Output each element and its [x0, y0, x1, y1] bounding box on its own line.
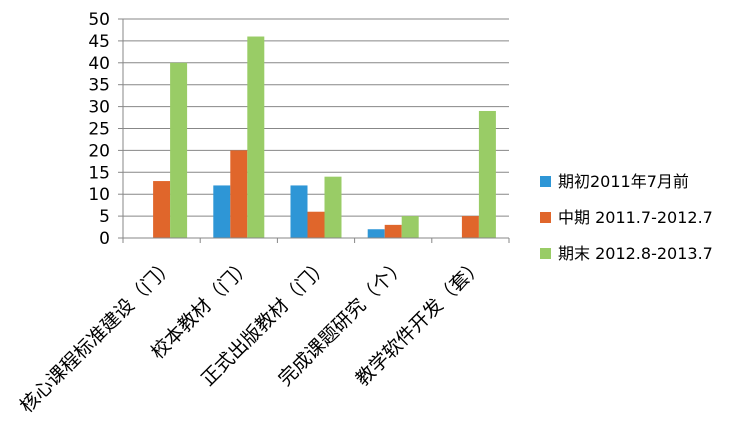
bars	[153, 36, 496, 238]
legend-label: 中期 2011.7-2012.7	[558, 208, 713, 227]
bar-series-1-category-4	[367, 229, 385, 238]
category-label: 核心课程标准建设（门）	[16, 254, 179, 417]
gridlines	[123, 18, 509, 217]
y-tick-label: 0	[99, 229, 110, 249]
y-tick-label: 40	[88, 54, 110, 74]
bar-series-1-category-3	[290, 185, 308, 238]
legend-swatch	[540, 212, 551, 223]
bar-series-3-category-1	[170, 62, 188, 238]
bar-series-3-category-4	[401, 216, 419, 238]
x-axis-categories: 核心课程标准建设（门）校本教材（门）正式出版教材（门）完成课题研究（个）教学软件…	[16, 254, 488, 417]
y-tick-label: 45	[88, 32, 110, 52]
bar-series-1-category-2	[213, 185, 231, 238]
y-tick-label: 15	[88, 163, 110, 183]
category-label: 完成课题研究（个）	[274, 254, 410, 390]
bar-series-3-category-3	[324, 176, 342, 238]
bar-series-2-category-5	[461, 216, 479, 238]
bar-series-2-category-1	[153, 181, 171, 238]
bar-series-2-category-4	[384, 224, 402, 238]
axes	[122, 19, 510, 243]
category-label: 正式出版教材（门）	[197, 254, 333, 390]
bar-series-3-category-5	[478, 110, 496, 238]
y-tick-label: 25	[88, 120, 110, 140]
y-tick-label: 20	[88, 141, 110, 161]
y-tick-label: 35	[88, 76, 110, 96]
legend-label: 期初2011年7月前	[558, 172, 689, 191]
legend-swatch	[540, 248, 551, 259]
bar-series-2-category-2	[230, 150, 248, 238]
bar-series-2-category-3	[307, 211, 325, 238]
y-tick-label: 30	[88, 98, 110, 118]
category-label: 教学软件开发（套）	[351, 254, 487, 390]
y-tick-label: 50	[88, 10, 110, 30]
legend-swatch	[540, 176, 551, 187]
bar-series-3-category-2	[247, 36, 265, 238]
y-tick-label: 10	[88, 185, 110, 205]
legend-label: 期末 2012.8-2013.7	[558, 244, 713, 263]
y-tick-label: 5	[99, 207, 110, 227]
